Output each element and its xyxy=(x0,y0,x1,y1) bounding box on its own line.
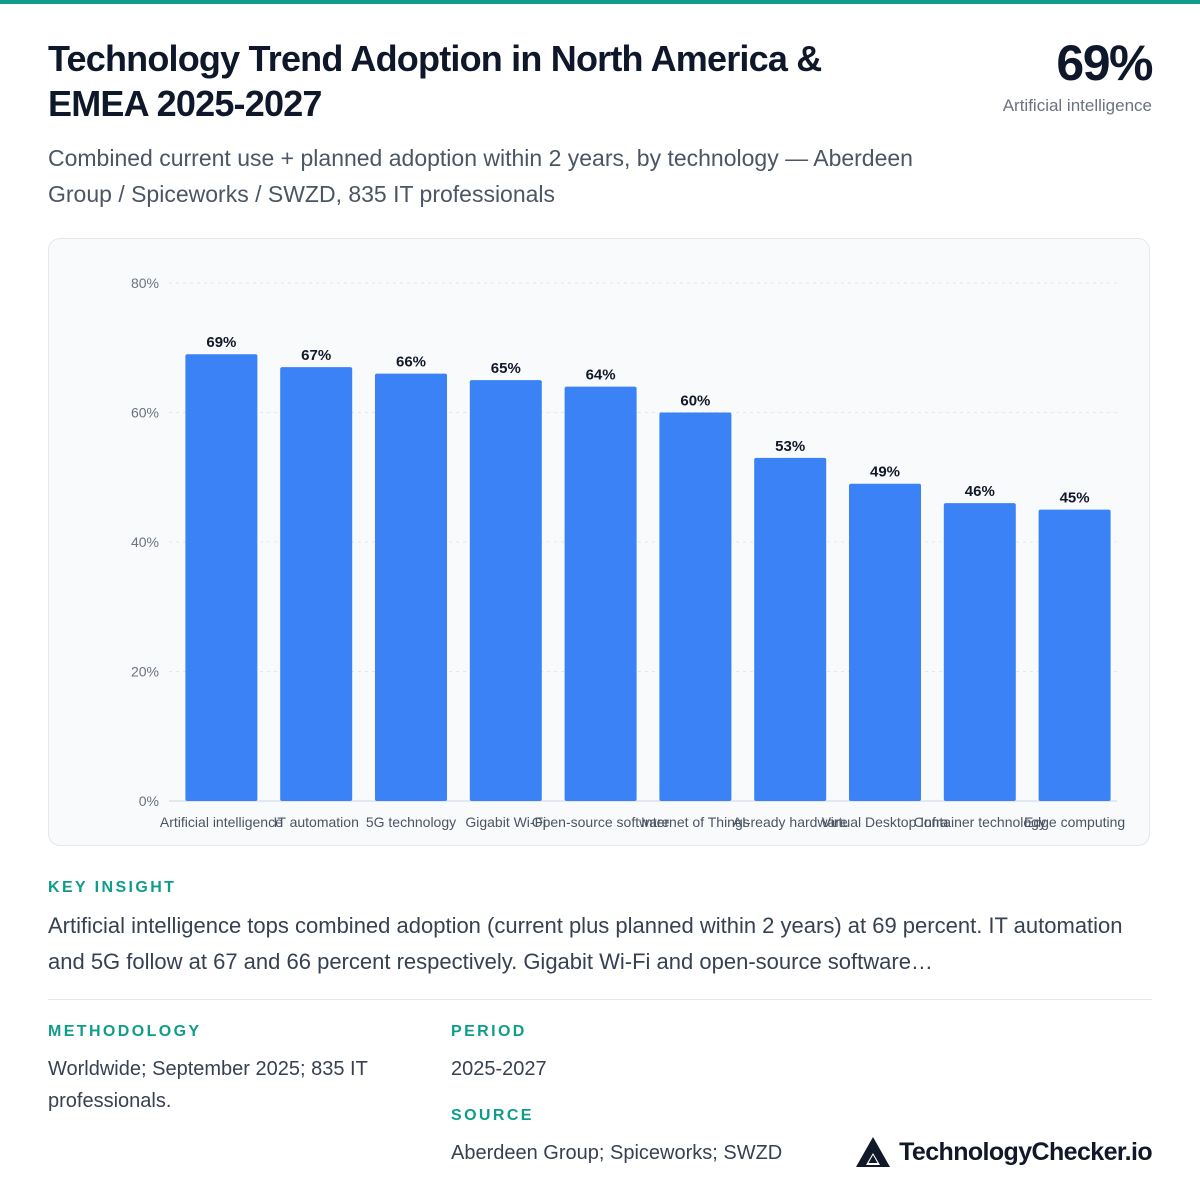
y-tick-label: 60% xyxy=(131,405,159,421)
y-tick-label: 80% xyxy=(131,275,159,291)
section-divider xyxy=(48,999,1152,1000)
chart-card: 0% 20% 40% 60% 80% 69% Artificial intelligence… xyxy=(48,238,1150,846)
bar-value-label: 45% xyxy=(1060,490,1090,507)
y-tick-label: 40% xyxy=(131,534,159,550)
x-tick-label: Container technology xyxy=(914,814,1046,830)
bar-value-label: 64% xyxy=(586,367,616,384)
bar-value-label: 69% xyxy=(206,334,236,351)
page-subtitle: Combined current use + planned adoption … xyxy=(48,145,913,207)
y-tick-label: 0% xyxy=(139,793,159,809)
methodology-label: METHODOLOGY xyxy=(48,1023,202,1040)
bar-value-label: 46% xyxy=(965,483,995,500)
y-tick-label: 20% xyxy=(131,664,159,680)
top-accent-rule xyxy=(0,0,1200,4)
brand-name: TechnologyChecker.io xyxy=(899,1137,1152,1166)
x-tick-label: IT automation xyxy=(274,814,359,830)
methodology-text: Worldwide; September 2025; 835 IT profes… xyxy=(48,1058,368,1112)
insight-label: KEY INSIGHT xyxy=(48,879,177,896)
x-tick-label: AI-ready hardware xyxy=(733,814,848,830)
x-tick-label: Internet of Things xyxy=(641,814,750,830)
x-tick-label: Gigabit Wi-Fi xyxy=(465,814,546,830)
x-tick-label: 5G technology xyxy=(366,814,456,830)
bar xyxy=(564,386,637,801)
bar xyxy=(375,373,447,801)
bar-value-label: 49% xyxy=(870,464,900,481)
bar xyxy=(754,457,827,801)
bar xyxy=(185,354,258,801)
insight-text: Artificial intelligence tops combined ad… xyxy=(48,913,1123,974)
bar-value-label: 66% xyxy=(396,354,426,371)
bar xyxy=(280,367,353,801)
x-tick-label: Artificial intelligence xyxy=(160,814,283,830)
page-title: Technology Trend Adoption in North Ameri… xyxy=(48,38,822,124)
bar xyxy=(1038,509,1111,801)
brand-triangle-icon xyxy=(856,1137,891,1167)
period-label: PERIOD xyxy=(451,1023,527,1040)
bar-chart: 0% 20% 40% 60% 80% 69% Artificial intelligence… xyxy=(131,275,1125,830)
bar xyxy=(943,503,1016,801)
bar xyxy=(849,483,921,801)
kpi-label: Artificial intelligence xyxy=(1002,96,1152,115)
bar xyxy=(469,380,542,801)
source-label: SOURCE xyxy=(451,1107,534,1124)
x-tick-label: Open-source software xyxy=(532,814,670,830)
x-tick-label: Edge computing xyxy=(1024,814,1125,830)
source-text: Aberdeen Group; Spiceworks; SWZD xyxy=(451,1142,783,1164)
brand-logo: TechnologyChecker.io xyxy=(855,1136,1153,1168)
period-text: 2025-2027 xyxy=(451,1058,547,1080)
x-tick-label: Virtual Desktop Infra xyxy=(822,814,949,830)
bar xyxy=(659,412,732,801)
bar-value-label: 60% xyxy=(680,393,710,410)
kpi-value: 69% xyxy=(1056,35,1153,91)
bar-value-label: 67% xyxy=(301,347,331,364)
bar-value-label: 65% xyxy=(491,360,521,377)
bar-value-label: 53% xyxy=(775,438,805,455)
